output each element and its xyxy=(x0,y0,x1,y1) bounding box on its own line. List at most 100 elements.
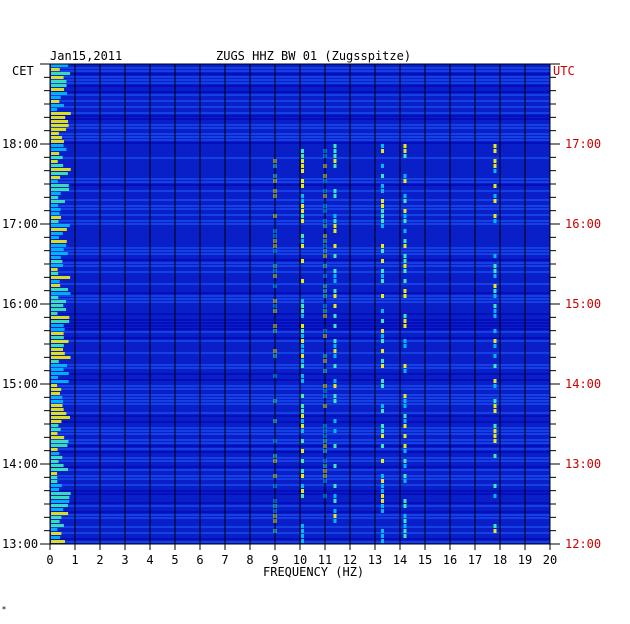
spectral-line-segment xyxy=(381,144,384,148)
low-frequency-energy xyxy=(51,404,63,407)
spectral-line-segment xyxy=(334,219,337,223)
low-frequency-energy xyxy=(51,380,69,383)
low-frequency-energy xyxy=(51,144,63,147)
spectral-line-segment xyxy=(404,269,407,273)
low-frequency-energy xyxy=(51,360,59,363)
spectral-line-segment xyxy=(381,459,384,463)
low-frequency-energy xyxy=(51,308,66,311)
low-frequency-energy xyxy=(51,244,66,247)
spectral-line-segment xyxy=(404,394,407,398)
spectral-line-segment xyxy=(381,174,384,178)
spectral-line-segment xyxy=(381,379,384,383)
spectral-line-segment xyxy=(404,209,407,213)
spectral-line-segment xyxy=(404,194,407,198)
spectral-line-segment xyxy=(381,384,384,388)
low-frequency-energy xyxy=(51,228,67,231)
low-frequency-energy xyxy=(51,124,69,127)
low-frequency-energy xyxy=(51,92,67,95)
spectral-line-segment xyxy=(381,209,384,213)
spectral-line-segment xyxy=(301,414,304,418)
spectral-line-segment xyxy=(334,349,337,353)
low-frequency-energy xyxy=(51,392,60,395)
utc-tick-label: 14:00 xyxy=(565,377,601,391)
low-frequency-energy xyxy=(51,436,64,439)
low-frequency-energy xyxy=(51,432,57,435)
spectral-line-segment xyxy=(404,479,407,483)
spectral-line-segment xyxy=(334,159,337,163)
spectral-line-segment xyxy=(334,384,337,388)
low-frequency-energy xyxy=(51,288,68,291)
spectral-line-segment xyxy=(404,259,407,263)
spectral-line-segment xyxy=(494,439,497,443)
spectral-line-segment xyxy=(301,209,304,213)
low-frequency-energy xyxy=(51,204,58,207)
spectral-line-segment xyxy=(404,344,407,348)
spectral-line-segment xyxy=(494,454,497,458)
low-frequency-energy xyxy=(51,388,61,391)
spectral-line-segment xyxy=(301,364,304,368)
cet-tick-label: 17:00 xyxy=(2,217,38,231)
spectral-line-segment xyxy=(494,339,497,343)
low-frequency-energy xyxy=(51,328,65,331)
spectral-line-segment xyxy=(334,254,337,258)
spectral-line-segment xyxy=(381,294,384,298)
left-axis-label: CET xyxy=(12,64,34,78)
spectral-line-segment xyxy=(494,484,497,488)
spectral-line-segment xyxy=(494,289,497,293)
low-frequency-energy xyxy=(51,72,70,75)
spectral-line-segment xyxy=(404,529,407,533)
spectral-line-segment xyxy=(301,354,304,358)
spectral-line-segment xyxy=(301,214,304,218)
spectral-line-segment xyxy=(404,324,407,328)
low-frequency-energy xyxy=(51,412,66,415)
low-frequency-energy xyxy=(51,416,70,419)
spectral-line-segment xyxy=(334,399,337,403)
low-frequency-energy xyxy=(51,372,69,375)
low-frequency-energy xyxy=(51,508,63,511)
low-frequency-energy xyxy=(51,336,64,339)
low-frequency-energy xyxy=(51,468,68,471)
spectral-line-segment xyxy=(494,344,497,348)
low-frequency-energy xyxy=(51,280,60,283)
cet-tick-label: 13:00 xyxy=(2,537,38,551)
left-axis-ticks: 18:0017:0016:0015:0014:0013:00 xyxy=(2,64,50,551)
x-tick-label: 16 xyxy=(443,553,457,567)
low-frequency-energy xyxy=(51,268,58,271)
spectral-line-segment xyxy=(381,474,384,478)
spectral-line-segment xyxy=(404,254,407,258)
low-frequency-energy xyxy=(51,524,64,527)
low-frequency-energy xyxy=(51,140,64,143)
cet-tick-label: 14:00 xyxy=(2,457,38,471)
spectral-line-segment xyxy=(334,214,337,218)
right-axis-label: UTC xyxy=(553,64,575,78)
spectral-line-segment xyxy=(494,354,497,358)
low-frequency-energy xyxy=(51,296,58,299)
spectral-line-segment xyxy=(404,179,407,183)
spectral-line-segment xyxy=(381,349,384,353)
spectral-line-segment xyxy=(301,419,304,423)
cet-tick-label: 16:00 xyxy=(2,297,38,311)
spectral-line-segment xyxy=(301,524,304,528)
spectral-line-segment xyxy=(301,239,304,243)
utc-tick-label: 13:00 xyxy=(565,457,601,471)
spectral-line-segment xyxy=(301,469,304,473)
spectral-line-segment xyxy=(404,369,407,373)
x-tick-label: 2 xyxy=(96,553,103,567)
spectral-line-segment xyxy=(381,219,384,223)
spectral-line-segment xyxy=(334,364,337,368)
spectral-line-segment xyxy=(494,144,497,148)
spectral-line-segment xyxy=(381,409,384,413)
spectral-line-segment xyxy=(404,174,407,178)
utc-tick-label: 12:00 xyxy=(565,537,601,551)
spectral-line-segment xyxy=(381,204,384,208)
low-frequency-energy xyxy=(51,184,69,187)
spectral-line-segment xyxy=(404,534,407,538)
spectral-line-segment xyxy=(334,144,337,148)
spectral-line-segment xyxy=(381,479,384,483)
spectral-line-segment xyxy=(404,424,407,428)
low-frequency-energy xyxy=(51,148,66,151)
spectral-line-segment xyxy=(301,474,304,478)
spectral-line-segment xyxy=(301,539,304,543)
spectral-line-segment xyxy=(404,434,407,438)
